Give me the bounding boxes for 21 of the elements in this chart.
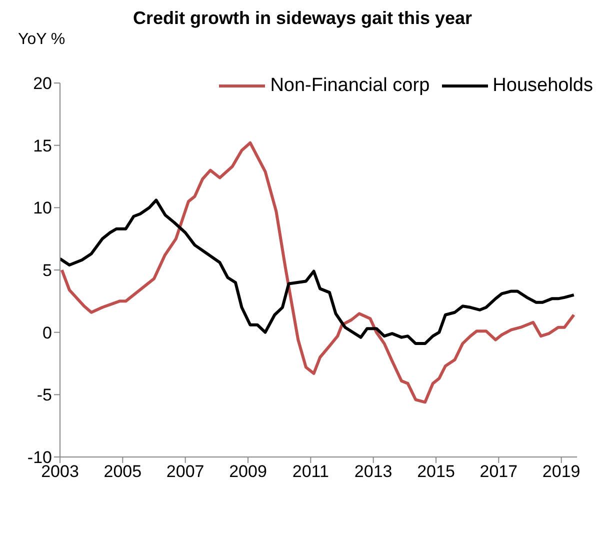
x-tick-label: 2009 bbox=[229, 462, 267, 482]
y-tick-label: 10 bbox=[33, 198, 52, 218]
x-tick-label: 2005 bbox=[104, 462, 142, 482]
x-tick-label: 2015 bbox=[417, 462, 455, 482]
line-series bbox=[60, 198, 576, 346]
x-tick-label: 2019 bbox=[542, 462, 580, 482]
y-tick-label: 5 bbox=[42, 261, 52, 280]
x-tick-label: 2017 bbox=[480, 462, 518, 482]
x-tick-label: 2011 bbox=[292, 462, 329, 482]
y-tick-label: 20 bbox=[33, 74, 52, 94]
legend-label: Households bbox=[492, 75, 593, 97]
x-tick-label: 2007 bbox=[166, 462, 204, 482]
x-tick-label: 2013 bbox=[354, 462, 392, 482]
y-tick-label: 15 bbox=[33, 136, 52, 156]
chart-title: Credit growth in sideways gait this year bbox=[132, 8, 474, 29]
legend-label: Non-Financial corp bbox=[270, 75, 430, 97]
line-series bbox=[60, 141, 576, 404]
y-tick-label: -5 bbox=[36, 386, 52, 405]
x-tick-label: 2003 bbox=[41, 462, 79, 482]
y-axis-title: YoY % bbox=[18, 31, 66, 50]
y-tick-label: 0 bbox=[42, 323, 52, 342]
